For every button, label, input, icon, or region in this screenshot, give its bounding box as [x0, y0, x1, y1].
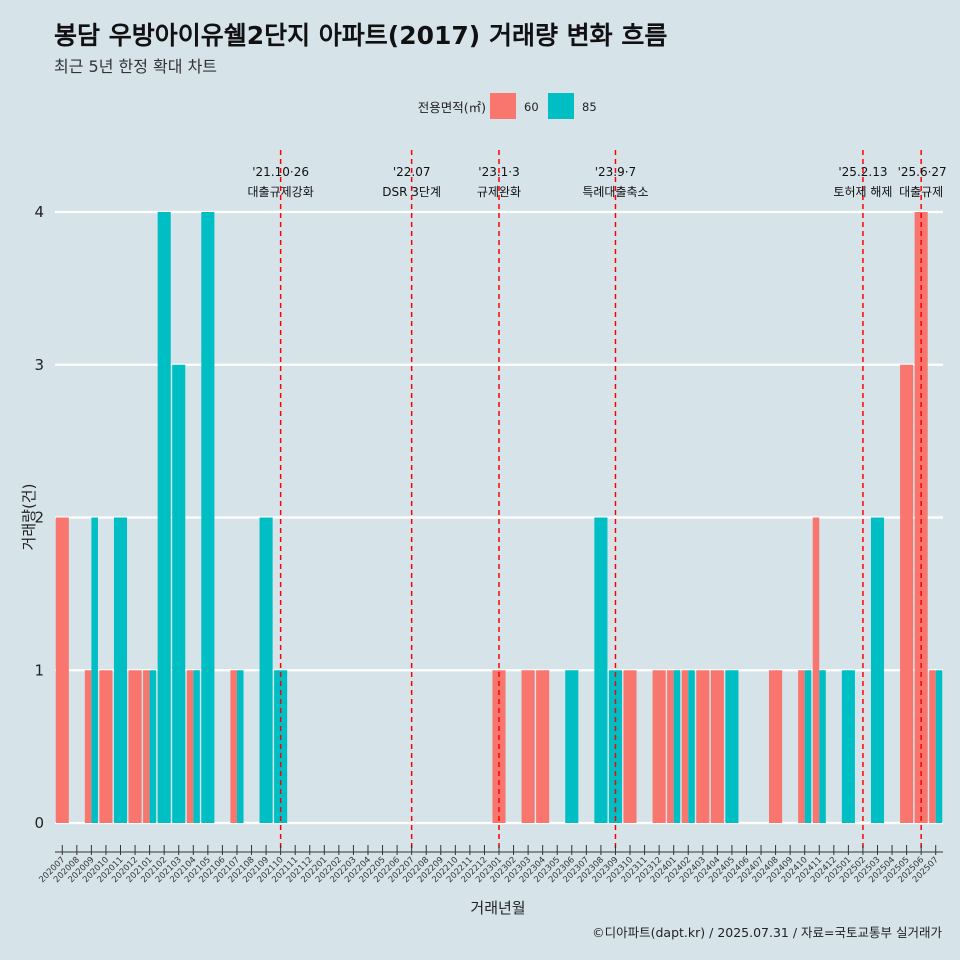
y-axis: 0 1 2 3 4 [34, 203, 44, 832]
y-tick-label: 1 [34, 661, 44, 679]
bar-85-202503 [870, 517, 885, 823]
bar-85-202103 [172, 364, 186, 823]
bar-60-202505 [900, 364, 914, 823]
bar-85-202507 [935, 670, 943, 823]
bar-60-202507 [929, 670, 936, 823]
bar-60-202101 [143, 670, 150, 823]
bar-85-202402 [688, 670, 695, 823]
annotation-label: 특례대출축소 [582, 185, 648, 199]
bar-60-202402 [681, 670, 689, 823]
chart-subtitle: 최근 5년 한정 확대 차트 [54, 57, 218, 76]
annotation-date: '25.6·27 [898, 165, 947, 179]
bar-85-202306 [565, 670, 579, 823]
source-caption: ©디아파트(dapt.kr) / 2025.07.31 / 자료=국토교통부 실… [592, 925, 942, 940]
bar-85-202104 [193, 670, 200, 823]
bar-85-202401 [673, 670, 681, 823]
annotations: '21.10·26 대출규제강화 '22.07 DSR 3단계 '23.1·3 규제완화 '… [248, 150, 947, 852]
bar-85-202011 [113, 517, 128, 823]
bar-60-202404 [710, 670, 724, 823]
bar-85-202101 [149, 670, 157, 823]
annotation-label: DSR 3단계 [382, 185, 441, 199]
bar-85-202009 [91, 517, 98, 823]
bar-85-202308 [594, 517, 608, 823]
bar-60-202310 [623, 670, 637, 823]
legend: 전용면적(㎡) 60 85 [418, 93, 597, 119]
bar-60-202012 [128, 670, 142, 823]
bar-85-202109 [259, 517, 273, 823]
legend-title: 전용면적(㎡) [418, 100, 486, 115]
bar-85-202410 [804, 670, 812, 823]
y-axis-title: 거래량(건) [20, 484, 38, 551]
bar-60-202303 [521, 670, 535, 823]
bar-60-202411 [812, 517, 820, 823]
bar-60-202312 [652, 670, 666, 823]
chart-title: 봉담 우방아이유쉘2단지 아파트(2017) 거래량 변화 흐름 [54, 21, 668, 50]
legend-key-85 [548, 93, 574, 119]
bar-85-202501 [841, 670, 855, 823]
bar-85-202105 [201, 212, 215, 823]
y-tick-label: 2 [34, 509, 44, 527]
y-tick-label: 4 [34, 203, 44, 221]
bar-60-202007 [55, 517, 69, 823]
bar-60-202104 [186, 670, 194, 823]
x-axis-title: 거래년월 [470, 899, 525, 917]
bar-60-202009 [84, 670, 92, 823]
legend-label-60: 60 [524, 100, 539, 114]
x-axis: 2020072020082020092020102020112020122021… [37, 845, 943, 885]
bar-85-202102 [157, 212, 171, 823]
bar-60-202401 [667, 670, 674, 823]
annotation-label: 규제완화 [477, 185, 521, 199]
annotation-label: 토허제 해제 [833, 185, 892, 199]
bar-60-202107 [230, 670, 237, 823]
annotation-date: '22.07 [393, 165, 431, 179]
annotation-date: '23.9·7 [595, 165, 636, 179]
annotation-label: 대출규제 [899, 185, 943, 199]
legend-key-60 [490, 93, 516, 119]
bar-85-202411 [819, 670, 826, 823]
bar-85-202405 [725, 670, 739, 823]
bar-85-202107 [236, 670, 244, 823]
annotation-date: '21.10·26 [252, 165, 309, 179]
y-tick-label: 3 [34, 356, 44, 374]
bar-60-202010 [99, 670, 113, 823]
legend-label-85: 85 [582, 100, 597, 114]
annotation-date: '25.2.13 [838, 165, 887, 179]
y-tick-label: 0 [34, 814, 44, 832]
bars [55, 212, 943, 823]
annotation-label: 대출규제강화 [248, 185, 314, 199]
bar-60-202408 [769, 670, 783, 823]
bar-60-202304 [536, 670, 550, 823]
bar-60-202410 [798, 670, 805, 823]
annotation-date: '23.1·3 [478, 165, 519, 179]
bar-60-202506 [914, 212, 928, 823]
bar-60-202403 [696, 670, 710, 823]
